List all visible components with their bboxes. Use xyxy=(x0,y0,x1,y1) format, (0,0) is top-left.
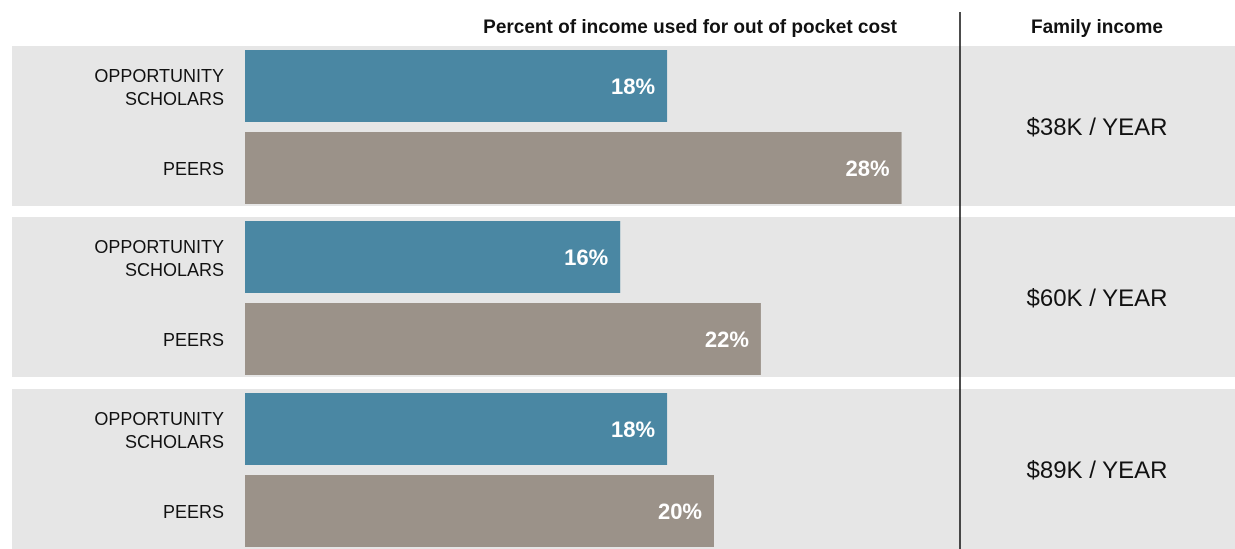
category-label: SCHOLARS xyxy=(125,432,224,452)
category-label: PEERS xyxy=(163,159,224,179)
bar-value-label: 22% xyxy=(705,327,749,352)
bar-opportunity-scholars xyxy=(245,221,621,293)
bar-peers xyxy=(245,475,714,547)
bar-opportunity-scholars xyxy=(245,393,668,465)
category-label: OPPORTUNITY xyxy=(94,237,224,257)
bar-peers xyxy=(245,303,761,375)
family-income-label: $38K / YEAR xyxy=(1027,114,1168,141)
bar-value-label: 18% xyxy=(611,417,655,442)
category-label: OPPORTUNITY xyxy=(94,66,224,86)
category-label: PEERS xyxy=(163,330,224,350)
bar-value-label: 20% xyxy=(658,499,702,524)
family-income-label: $89K / YEAR xyxy=(1027,457,1168,484)
bar-opportunity-scholars xyxy=(245,50,668,122)
bar-value-label: 28% xyxy=(846,156,890,181)
bar-peers xyxy=(245,132,902,204)
bar-marks: 18% OPPORTUNITY SCHOLARS 28% PEERS $38K / YEA… xyxy=(94,50,1167,547)
family-income-header: Family income xyxy=(1031,17,1163,38)
category-label: PEERS xyxy=(163,502,224,522)
category-label: SCHOLARS xyxy=(125,89,224,109)
bar-value-label: 16% xyxy=(564,245,608,270)
category-label: OPPORTUNITY xyxy=(94,409,224,429)
bar-value-label: 18% xyxy=(611,74,655,99)
family-income-label: $60K / YEAR xyxy=(1027,285,1168,312)
category-label: SCHOLARS xyxy=(125,260,224,280)
chart-title: Percent of income used for out of pocket… xyxy=(483,17,898,38)
